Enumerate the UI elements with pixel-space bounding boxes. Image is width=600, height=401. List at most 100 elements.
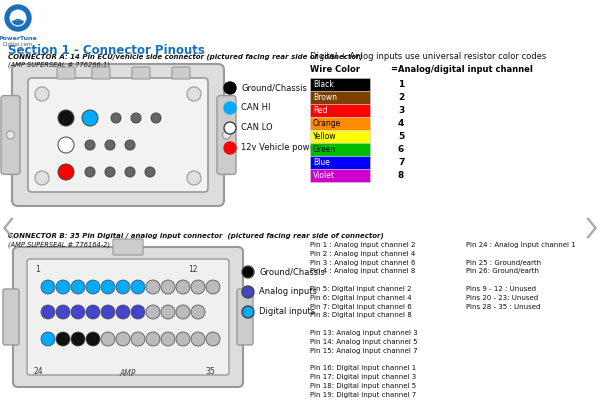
FancyBboxPatch shape	[1, 95, 20, 174]
Text: Wire Color: Wire Color	[310, 65, 360, 74]
Text: 3: 3	[398, 106, 404, 115]
Bar	[310, 130, 370, 143]
Text: Brown: Brown	[313, 93, 337, 102]
Circle shape	[58, 110, 74, 126]
Circle shape	[35, 87, 49, 101]
Text: Digital + Anlog inputs use universal resistor color codes: Digital + Anlog inputs use universal res…	[310, 52, 546, 61]
Circle shape	[101, 332, 115, 346]
Circle shape	[105, 140, 115, 150]
FancyBboxPatch shape	[92, 67, 110, 79]
Circle shape	[41, 305, 55, 319]
Text: AMP: AMP	[120, 369, 136, 379]
Text: Green: Green	[313, 145, 336, 154]
Text: Pin 8: Digital input channel 8: Pin 8: Digital input channel 8	[310, 312, 412, 318]
Text: Pin 7: Digital input channel 6: Pin 7: Digital input channel 6	[310, 304, 412, 310]
Circle shape	[161, 332, 175, 346]
Text: Red: Red	[313, 106, 328, 115]
Circle shape	[35, 171, 49, 185]
Text: 4: 4	[398, 119, 404, 128]
Text: CONNECTOR B: 35 Pin Digital / analog input connector  (pictured facing rear side: CONNECTOR B: 35 Pin Digital / analog inp…	[8, 232, 384, 239]
Circle shape	[71, 305, 85, 319]
Circle shape	[161, 280, 175, 294]
Circle shape	[71, 332, 85, 346]
Text: CAN LO: CAN LO	[241, 124, 272, 132]
Circle shape	[191, 280, 205, 294]
Circle shape	[224, 142, 236, 154]
Circle shape	[242, 266, 254, 278]
Circle shape	[146, 280, 160, 294]
Circle shape	[71, 280, 85, 294]
Text: Pin 5: Digital input channel 2: Pin 5: Digital input channel 2	[310, 286, 412, 292]
Text: Pin 19: Digital input channel 7: Pin 19: Digital input channel 7	[310, 392, 416, 398]
Circle shape	[223, 131, 230, 139]
Text: Digital inputs: Digital inputs	[259, 308, 315, 316]
Text: (AMP SUPERSEAL # 776266-1): (AMP SUPERSEAL # 776266-1)	[8, 62, 110, 69]
Circle shape	[111, 113, 121, 123]
Circle shape	[86, 305, 100, 319]
Text: (AMP SUPERSEAL # 776164-2): (AMP SUPERSEAL # 776164-2)	[8, 241, 110, 247]
Text: Pin 16: Digital input channel 1: Pin 16: Digital input channel 1	[310, 365, 416, 371]
Text: Analog inputs: Analog inputs	[259, 288, 317, 296]
Circle shape	[176, 332, 190, 346]
Text: 12v Vehicle power: 12v Vehicle power	[241, 144, 318, 152]
Circle shape	[131, 113, 141, 123]
Text: Pin 26: Ground/earth: Pin 26: Ground/earth	[466, 268, 539, 274]
Circle shape	[125, 140, 135, 150]
Circle shape	[191, 305, 205, 319]
Text: 1: 1	[35, 265, 40, 275]
Text: Pin 4 : Analog input channel 8: Pin 4 : Analog input channel 8	[310, 268, 415, 274]
Circle shape	[131, 332, 145, 346]
Circle shape	[176, 280, 190, 294]
Text: Pin 2 : Analog input channel 4: Pin 2 : Analog input channel 4	[310, 251, 415, 257]
Circle shape	[56, 280, 70, 294]
Text: 35: 35	[205, 367, 215, 377]
Text: CAN HI: CAN HI	[241, 103, 271, 113]
Text: 1: 1	[398, 80, 404, 89]
Circle shape	[131, 280, 145, 294]
Circle shape	[116, 305, 130, 319]
FancyBboxPatch shape	[57, 67, 75, 79]
Text: Pins 28 - 35 : Unused: Pins 28 - 35 : Unused	[466, 304, 541, 310]
Text: Orange: Orange	[313, 119, 341, 128]
Circle shape	[58, 164, 74, 180]
Circle shape	[176, 305, 190, 319]
Bar	[310, 169, 370, 182]
Circle shape	[86, 332, 100, 346]
Text: 7: 7	[398, 158, 404, 167]
Circle shape	[145, 167, 155, 177]
Circle shape	[7, 131, 14, 139]
Polygon shape	[3, 218, 14, 238]
FancyBboxPatch shape	[12, 64, 224, 206]
Bar	[310, 104, 370, 117]
Circle shape	[224, 122, 236, 134]
Text: Analog/digital input channel: Analog/digital input channel	[398, 65, 533, 74]
Circle shape	[191, 332, 205, 346]
Text: Ground/Chassis: Ground/Chassis	[259, 267, 325, 277]
Text: 12: 12	[188, 265, 198, 275]
Bar	[310, 78, 370, 91]
Circle shape	[146, 305, 160, 319]
Circle shape	[82, 110, 98, 126]
Circle shape	[224, 102, 236, 114]
FancyBboxPatch shape	[27, 259, 229, 375]
Circle shape	[101, 305, 115, 319]
Circle shape	[131, 305, 145, 319]
Text: Pin 1 : Analog input channel 2: Pin 1 : Analog input channel 2	[310, 242, 415, 248]
Circle shape	[101, 280, 115, 294]
Circle shape	[242, 306, 254, 318]
Text: Pin 25 : Ground/earth: Pin 25 : Ground/earth	[466, 259, 541, 265]
Text: Pin 15: Analog input channel 7: Pin 15: Analog input channel 7	[310, 348, 418, 354]
FancyBboxPatch shape	[13, 247, 243, 387]
FancyBboxPatch shape	[217, 95, 236, 174]
Text: 24: 24	[33, 367, 43, 377]
Text: PowerTune: PowerTune	[0, 36, 37, 41]
Polygon shape	[586, 218, 597, 238]
Circle shape	[85, 140, 95, 150]
Text: Pin 13: Analog input channel 3: Pin 13: Analog input channel 3	[310, 330, 418, 336]
Circle shape	[206, 332, 220, 346]
Circle shape	[5, 5, 31, 31]
Bar	[310, 91, 370, 104]
Text: Pin 6: Digital input channel 4: Pin 6: Digital input channel 4	[310, 295, 412, 301]
Circle shape	[41, 332, 55, 346]
Circle shape	[125, 167, 135, 177]
